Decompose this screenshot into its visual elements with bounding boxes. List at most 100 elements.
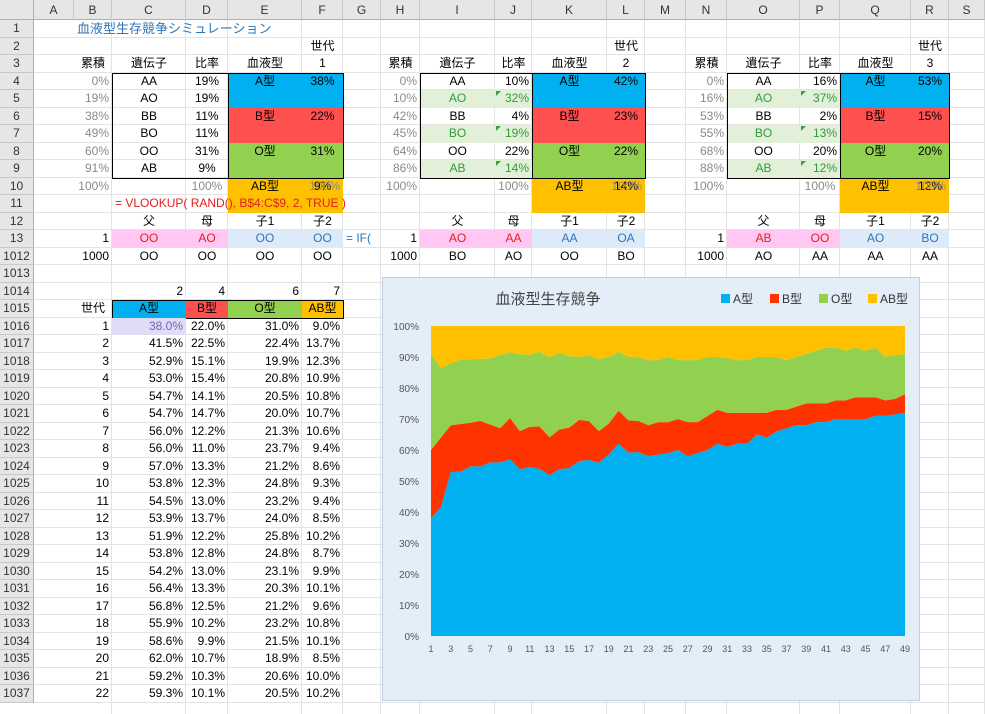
genotype-value[interactable]: AA — [867, 248, 884, 263]
row-header-1016[interactable]: 1016 — [0, 317, 34, 335]
column-header-r[interactable]: R — [911, 0, 949, 20]
ratio-value[interactable]: 14% — [504, 161, 529, 175]
blood-type-percent[interactable]: 53% — [917, 73, 943, 88]
ratio-value[interactable]: 19% — [504, 126, 529, 140]
blood-type-label[interactable]: O型 — [254, 143, 276, 158]
total-percent[interactable]: 100% — [611, 178, 642, 193]
generation-value[interactable]: 13 — [95, 528, 109, 543]
percent-value[interactable]: 53.8% — [148, 546, 183, 560]
ratio-value[interactable]: 16% — [812, 73, 837, 88]
column-header-h[interactable]: H — [381, 0, 420, 20]
column-header-g[interactable]: G — [343, 0, 381, 20]
cumulative-value[interactable]: 0% — [91, 73, 109, 88]
percent-value[interactable]: 13.3% — [190, 581, 225, 595]
percent-value[interactable]: 56.4% — [148, 581, 183, 595]
gene-value[interactable]: BO — [140, 126, 158, 140]
percent-value[interactable]: 21.5% — [264, 633, 299, 648]
generation-value[interactable]: 4 — [102, 371, 109, 385]
parent-child-header[interactable]: 父 — [142, 213, 155, 228]
cumulative-value[interactable]: 10% — [392, 91, 417, 105]
row-header-2[interactable]: 2 — [0, 37, 34, 55]
percent-value[interactable]: 22.0% — [190, 318, 225, 333]
genotype-value[interactable]: OO — [560, 248, 579, 263]
cumulative-value[interactable]: 45% — [392, 126, 417, 140]
ratio-value[interactable]: 19% — [194, 91, 220, 105]
parent-child-header[interactable]: 子1 — [560, 213, 579, 228]
row-header-1013[interactable]: 1013 — [0, 265, 34, 283]
blood-type-percent[interactable]: 20% — [917, 143, 943, 158]
gene-value[interactable]: AO — [140, 91, 158, 105]
percent-value[interactable]: 10.8% — [305, 388, 340, 403]
row-header-5[interactable]: 5 — [0, 90, 34, 108]
row-header-1017[interactable]: 1017 — [0, 335, 34, 353]
row-header-1023[interactable]: 1023 — [0, 440, 34, 458]
column-index[interactable]: 7 — [333, 283, 340, 298]
percent-value[interactable]: 56.0% — [148, 423, 183, 438]
percent-value[interactable]: 10.7% — [305, 406, 340, 420]
cumulative-value[interactable]: 86% — [392, 161, 417, 175]
genotype-value[interactable]: AA — [505, 231, 522, 245]
total-ratio[interactable]: 100% — [498, 178, 529, 193]
parent-child-header[interactable]: 母 — [813, 213, 826, 228]
percent-value[interactable]: 10.2% — [305, 686, 340, 700]
row-header-1029[interactable]: 1029 — [0, 545, 34, 563]
cumulative-header[interactable]: 累積 — [80, 56, 105, 70]
column-header-m[interactable]: M — [645, 0, 686, 20]
generation-value[interactable]: 7 — [102, 423, 109, 438]
percent-value[interactable]: 53.9% — [148, 511, 183, 525]
row-header-11[interactable]: 11 — [0, 195, 34, 213]
blood-type-label[interactable]: B型 — [559, 108, 580, 123]
genotype-value[interactable]: AO — [754, 248, 773, 263]
select-all-corner[interactable] — [0, 0, 34, 20]
column-header-a[interactable]: A — [34, 0, 74, 20]
percent-value[interactable]: 59.3% — [148, 686, 183, 700]
gene-header[interactable]: 遺伝子 — [745, 56, 782, 70]
column-header-l[interactable]: L — [607, 0, 645, 20]
genotype-value[interactable]: OO — [139, 248, 159, 263]
row-header-1034[interactable]: 1034 — [0, 632, 34, 650]
cumulative-value[interactable]: 0% — [399, 73, 417, 88]
blood-type-label[interactable]: A型 — [559, 73, 580, 88]
gene-value[interactable]: BB — [755, 108, 772, 123]
percent-value[interactable]: 20.3% — [264, 581, 299, 595]
percent-value[interactable]: 25.8% — [264, 528, 299, 543]
parent-child-header[interactable]: 父 — [757, 213, 770, 228]
gene-value[interactable]: OO — [754, 143, 773, 158]
percent-value[interactable]: 21.2% — [264, 458, 299, 473]
genotype-value[interactable]: OO — [810, 231, 830, 245]
row-index[interactable]: 1 — [717, 231, 724, 245]
percent-value[interactable]: 13.0% — [190, 563, 225, 578]
ratio-value[interactable]: 31% — [194, 143, 220, 158]
gene-header[interactable]: 遺伝子 — [439, 56, 476, 70]
blood-type-percent[interactable]: 22% — [613, 143, 639, 158]
percent-value[interactable]: 54.7% — [148, 406, 183, 420]
generation-label[interactable]: 世代 — [917, 38, 942, 53]
genotype-value[interactable]: BO — [921, 231, 939, 245]
percent-value[interactable]: 10.7% — [190, 651, 225, 665]
blood-type-percent[interactable]: 38% — [310, 73, 335, 88]
blood-type-percent[interactable]: 9% — [313, 178, 332, 193]
column-header-i[interactable]: I — [420, 0, 495, 20]
blood-type-label[interactable]: B型 — [254, 108, 275, 123]
series-area-2[interactable] — [431, 347, 905, 450]
blood-type-percent[interactable]: 15% — [917, 108, 943, 123]
blood-type-percent[interactable]: 42% — [613, 73, 639, 88]
row-header-1033[interactable]: 1033 — [0, 615, 34, 633]
row-header-6[interactable]: 6 — [0, 107, 34, 125]
column-header-p[interactable]: P — [800, 0, 840, 20]
row-header-1032[interactable]: 1032 — [0, 597, 34, 615]
cumulative-value[interactable]: 49% — [84, 126, 109, 140]
ratio-header[interactable]: 比率 — [807, 56, 832, 70]
cumulative-header[interactable]: 累積 — [388, 56, 413, 70]
percent-value[interactable]: 57.0% — [148, 458, 183, 473]
cumulative-value[interactable]: 88% — [699, 161, 724, 175]
row-header-7[interactable]: 7 — [0, 125, 34, 143]
cumulative-value[interactable]: 55% — [699, 126, 724, 140]
column-index[interactable]: 2 — [176, 283, 183, 298]
genotype-value[interactable]: OA — [617, 231, 635, 245]
percent-value[interactable]: 52.9% — [148, 353, 183, 368]
percent-value[interactable]: 11.0% — [191, 441, 225, 455]
percent-value[interactable]: 21.2% — [264, 598, 299, 613]
parent-child-header[interactable]: 子2 — [616, 213, 636, 228]
genotype-value[interactable]: BO — [617, 248, 635, 263]
